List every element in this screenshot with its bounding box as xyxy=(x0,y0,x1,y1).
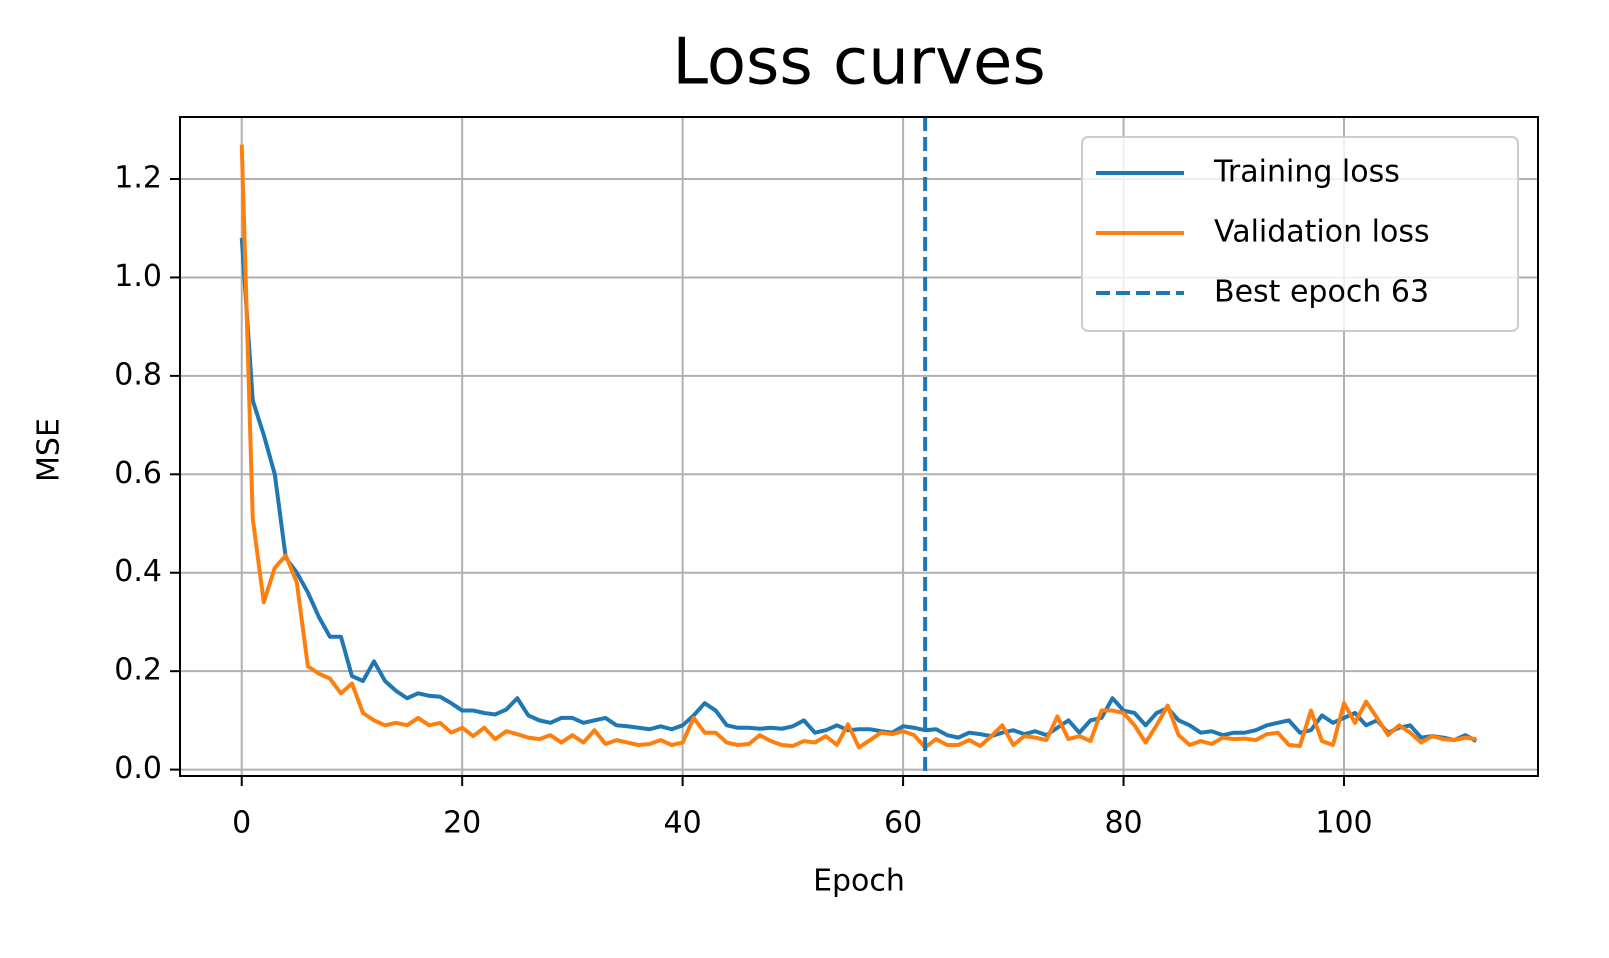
x-tick-label: 0 xyxy=(232,806,251,841)
data-line xyxy=(239,144,1477,750)
x-tick-label: 80 xyxy=(1104,806,1142,841)
legend-label: Training loss xyxy=(1213,155,1400,190)
y-tick-label: 0.0 xyxy=(114,751,162,786)
x-tick-label: 40 xyxy=(664,806,702,841)
legend: Training loss Validation loss Best epoch 6… xyxy=(1081,136,1519,332)
x-tick-label: 60 xyxy=(884,806,922,841)
legend-label: Best epoch 63 xyxy=(1214,275,1429,310)
x-tick-label: 20 xyxy=(443,806,481,841)
y-tick-label: 0.8 xyxy=(114,357,162,392)
y-tick-label: 0.6 xyxy=(114,456,162,491)
y-tick-label: 0.4 xyxy=(114,554,162,589)
x-tick-label: 100 xyxy=(1315,806,1372,841)
plot-frame xyxy=(179,116,1539,777)
legend-box xyxy=(1081,136,1519,332)
y-tick-label: 0.2 xyxy=(114,653,162,688)
y-axis-label: MSE xyxy=(32,418,67,482)
x-axis-label: Epoch xyxy=(813,864,905,899)
data-line xyxy=(239,237,1478,743)
y-tick-label: 1.2 xyxy=(114,161,162,196)
y-tick-label: 1.0 xyxy=(114,259,162,294)
legend-label: Validation loss xyxy=(1214,215,1430,250)
chart-title: Loss curves xyxy=(672,26,1045,100)
